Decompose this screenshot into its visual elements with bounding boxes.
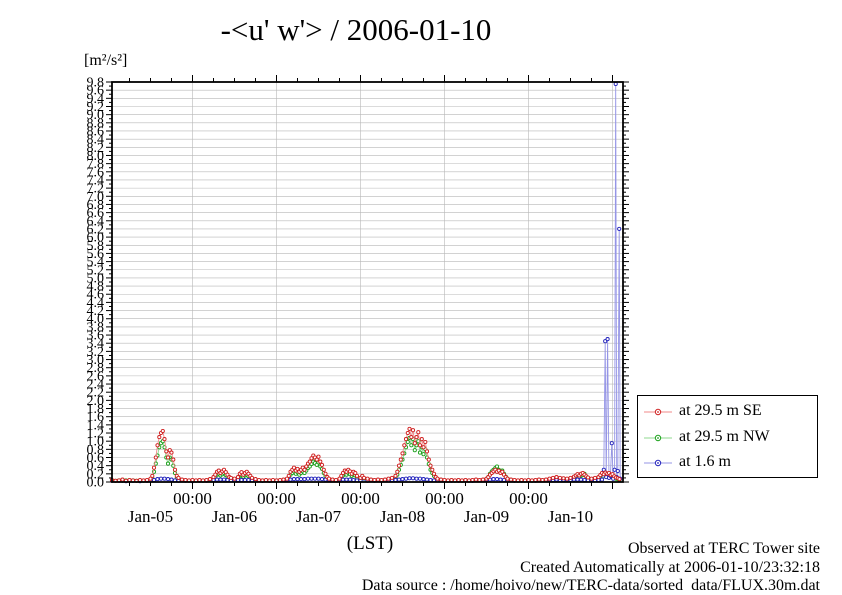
footer-observed-site: Observed at TERC Tower site xyxy=(627,540,820,557)
legend-row-nw: at 29.5 m NW xyxy=(638,424,817,450)
y-tick-label: 5.6 xyxy=(87,247,105,262)
series-marker-icon xyxy=(643,431,673,443)
legend: at 29.5 m SE at 29.5 m NW at 1.6 m xyxy=(637,395,818,478)
y-tick-label: 2.0 xyxy=(87,394,105,409)
y-tick-label: 7.6 xyxy=(87,165,105,180)
y-tick-label: 1.6 xyxy=(87,410,105,425)
y-tick-label: 2.2 xyxy=(87,386,105,401)
x-time-label: 00:00 xyxy=(257,489,296,508)
y-tick-label: 4.0 xyxy=(87,312,105,327)
x-day-label: Jan-07 xyxy=(296,507,342,526)
y-tick-label: 4.2 xyxy=(87,304,105,319)
y-tick-label: 5.2 xyxy=(87,263,105,278)
y-tick-label: 3.8 xyxy=(87,320,105,335)
series-marker-icon xyxy=(643,405,673,417)
chart-title: -<u' w'> / 2006-01-10 xyxy=(220,12,492,47)
series-marker-icon xyxy=(643,456,673,468)
y-tick-label: 1.2 xyxy=(87,427,105,442)
series-1-6m xyxy=(109,81,623,484)
y-tick-label: 5.4 xyxy=(87,255,105,270)
y-tick-label: 1.0 xyxy=(87,435,105,450)
y-tick-label: 0.4 xyxy=(87,459,105,474)
x-day-label: Jan-09 xyxy=(464,507,509,526)
y-tick-label: 0.0 xyxy=(87,476,105,491)
series-nw-29-5m xyxy=(109,435,622,483)
y-tick-label: 2.6 xyxy=(87,369,105,384)
y-tick-label: 7.4 xyxy=(87,173,105,188)
y-tick-labels: 0.00.20.40.60.81.01.21.41.61.82.02.22.42… xyxy=(87,76,105,491)
y-tick-label: 1.4 xyxy=(87,418,105,433)
y-tick-label: 5.8 xyxy=(87,239,105,254)
legend-row-se: at 29.5 m SE xyxy=(638,398,817,424)
y-tick-label: 0.6 xyxy=(87,451,105,466)
y-tick-label: 6.0 xyxy=(87,231,105,246)
y-tick-label: 4.6 xyxy=(87,288,105,303)
legend-label-1-6: at 1.6 m xyxy=(679,453,731,471)
series-se-29-5m xyxy=(109,426,622,483)
y-tick-label: 9.2 xyxy=(87,100,105,115)
y-axis-unit-label: [m²/s²] xyxy=(84,52,128,69)
x-time-label: 00:00 xyxy=(173,489,212,508)
y-tick-label: 0.8 xyxy=(87,443,105,458)
y-tick-label: 9.4 xyxy=(87,92,105,107)
y-tick-label: 6.4 xyxy=(87,214,105,229)
y-tick-label: 6.6 xyxy=(87,206,105,221)
y-tick-label: 6.8 xyxy=(87,198,105,213)
axis-ticks xyxy=(106,75,629,489)
y-tick-label: 8.2 xyxy=(87,141,105,156)
x-time-label: 00:00 xyxy=(425,489,464,508)
y-tick-label: 1.8 xyxy=(87,402,105,417)
y-tick-label: 7.8 xyxy=(87,157,105,172)
y-tick-label: 4.4 xyxy=(87,296,105,311)
y-tick-label: 4.8 xyxy=(87,280,105,295)
x-day-label: Jan-10 xyxy=(548,507,593,526)
plot-border xyxy=(111,81,624,483)
legend-label-se: at 29.5 m SE xyxy=(679,401,762,419)
x-time-label: 00:00 xyxy=(509,489,548,508)
y-tick-label: 9.0 xyxy=(87,108,105,123)
y-tick-label: 9.8 xyxy=(87,76,105,91)
x-day-label: Jan-08 xyxy=(380,507,425,526)
x-axis-label: (LST) xyxy=(346,533,394,554)
y-tick-label: 7.2 xyxy=(87,182,105,197)
x-day-label: Jan-05 xyxy=(128,507,173,526)
y-tick-label: 3.6 xyxy=(87,329,105,344)
y-tick-label: 6.2 xyxy=(87,222,105,237)
y-tick-label: 8.6 xyxy=(87,124,105,139)
y-tick-label: 3.0 xyxy=(87,353,105,368)
y-tick-label: 5.0 xyxy=(87,271,105,286)
x-time-label: 00:00 xyxy=(341,489,380,508)
footer-data-source: Data source : /home/hoivo/new/TERC-data/… xyxy=(361,577,820,594)
legend-label-nw: at 29.5 m NW xyxy=(679,427,770,445)
y-tick-label: 2.4 xyxy=(87,378,105,393)
y-tick-label: 3.2 xyxy=(87,345,105,360)
y-tick-label: 3.4 xyxy=(87,337,105,352)
y-tick-label: 9.6 xyxy=(87,84,105,99)
y-tick-label: 8.8 xyxy=(87,116,105,131)
x-day-label: Jan-06 xyxy=(212,507,257,526)
y-tick-label: 2.8 xyxy=(87,361,105,376)
legend-row-1-6: at 1.6 m xyxy=(638,449,817,475)
y-tick-label: 7.0 xyxy=(87,190,105,205)
y-tick-label: 0.2 xyxy=(87,467,105,482)
y-tick-label: 8.4 xyxy=(87,133,105,148)
footer-created-timestamp: Created Automatically at 2006-01-10/23:3… xyxy=(520,559,820,576)
y-tick-label: 8.0 xyxy=(87,149,105,164)
gridlines xyxy=(112,81,623,482)
